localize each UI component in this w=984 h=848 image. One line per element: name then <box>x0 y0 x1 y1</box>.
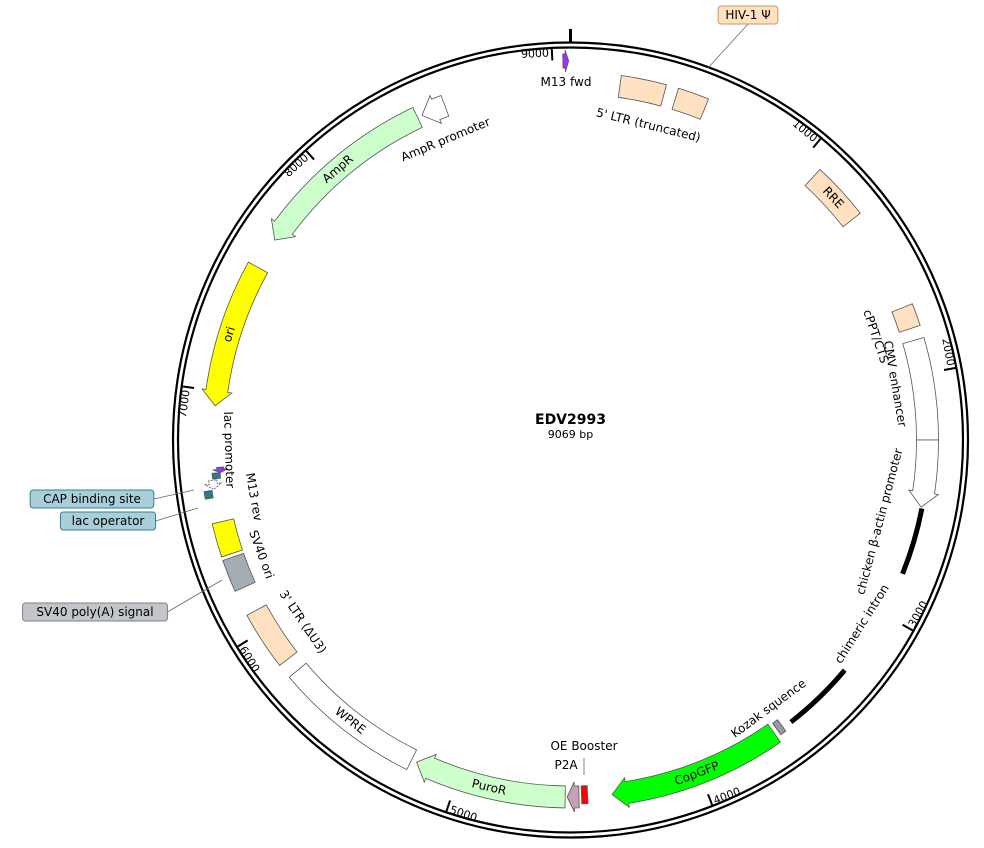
tick-label: 9000 <box>521 47 550 61</box>
tick-label: 6000 <box>236 644 262 675</box>
feature-lac-operator[interactable] <box>211 472 222 480</box>
features <box>201 49 940 813</box>
feature-chimeric-intron[interactable] <box>789 668 847 725</box>
callout-box <box>22 602 168 622</box>
feature-cap-site[interactable] <box>203 489 214 500</box>
backbone-outer-ring <box>171 41 970 839</box>
label-cba-promoter: chicken β-actin promoter <box>853 447 905 596</box>
feature-wpre[interactable] <box>288 662 418 771</box>
tick-mark <box>707 793 714 806</box>
label-ori: ori <box>220 325 238 344</box>
feature-lac-promoter[interactable] <box>203 479 223 490</box>
feature-sv40-ori[interactable] <box>211 518 243 558</box>
tick-mark <box>236 639 249 648</box>
tick-label: 1000 <box>790 117 820 145</box>
callout-leader <box>153 489 195 500</box>
feature-hiv-psi[interactable] <box>671 87 710 120</box>
feature-kozak[interactable] <box>772 719 787 736</box>
tick-mark <box>305 150 315 161</box>
tick-mark <box>902 623 914 632</box>
feature-oe-booster[interactable] <box>580 785 589 805</box>
feature-5-ltr[interactable] <box>617 75 668 107</box>
feature-ori[interactable] <box>201 261 269 407</box>
tick-mark <box>550 48 554 61</box>
callout-box <box>717 5 779 25</box>
label-lac-promoter: lac promoter <box>221 411 237 488</box>
callout-sv40-polya[interactable]: SV40 poly(A) signal <box>22 579 223 622</box>
tick-label: 4000 <box>712 785 743 807</box>
tick-mark <box>943 366 956 372</box>
feature-ampr[interactable] <box>270 106 423 241</box>
feature-sv40-polya[interactable] <box>222 552 256 592</box>
feature-p2a[interactable] <box>566 781 580 813</box>
feature-ampr-promoter[interactable] <box>421 94 450 125</box>
tick-mark <box>182 385 195 389</box>
feature-chimeric-intron-a[interactable] <box>900 507 925 575</box>
callout-cap-site[interactable]: CAP binding site <box>29 489 195 509</box>
tick-mark <box>445 800 452 813</box>
callout-hiv-psi[interactable]: HIV-1 Ψ <box>707 5 779 69</box>
label-m13-rev: M13 rev <box>243 472 265 522</box>
tick-mark <box>812 137 822 149</box>
callout-lac-operator[interactable]: lac operator <box>59 507 199 531</box>
backbone-inner-ring <box>176 46 965 834</box>
callout-leader <box>707 23 749 69</box>
tick-label: 2000 <box>939 337 957 367</box>
feature-cba-promoter[interactable] <box>907 439 940 508</box>
callouts: HIV-1 Ψ CAP binding site lac operator SV40 … <box>22 5 779 622</box>
callout-box <box>59 511 157 531</box>
plasmid-length: 9069 bp <box>548 428 593 441</box>
label-p2a: P2A <box>554 758 578 772</box>
callout-leader <box>155 507 199 522</box>
callout-box <box>29 489 155 509</box>
feature-copgfp[interactable] <box>611 723 782 809</box>
feature-3-ltr[interactable] <box>246 604 298 667</box>
tick-label: 8000 <box>282 151 311 179</box>
callout-label: CAP binding site <box>43 492 141 506</box>
callout-leader <box>167 579 223 613</box>
label-m13-fwd: M13 fwd <box>541 75 592 89</box>
callout-label: HIV-1 Ψ <box>725 8 770 22</box>
callout-label: lac operator <box>72 514 145 528</box>
callout-label: SV40 poly(A) signal <box>36 605 153 619</box>
feature-m13-fwd[interactable] <box>562 49 570 73</box>
feature-rre[interactable] <box>804 168 861 228</box>
label-oe-booster: OE Booster <box>550 739 617 753</box>
feature-cppt[interactable] <box>891 303 921 333</box>
tick-label: 5000 <box>448 803 479 824</box>
plasmid-name: EDV2993 <box>535 412 606 428</box>
feature-m13-rev[interactable] <box>212 466 228 473</box>
tick-label: 7000 <box>176 389 193 419</box>
feature-puror[interactable] <box>416 753 566 809</box>
